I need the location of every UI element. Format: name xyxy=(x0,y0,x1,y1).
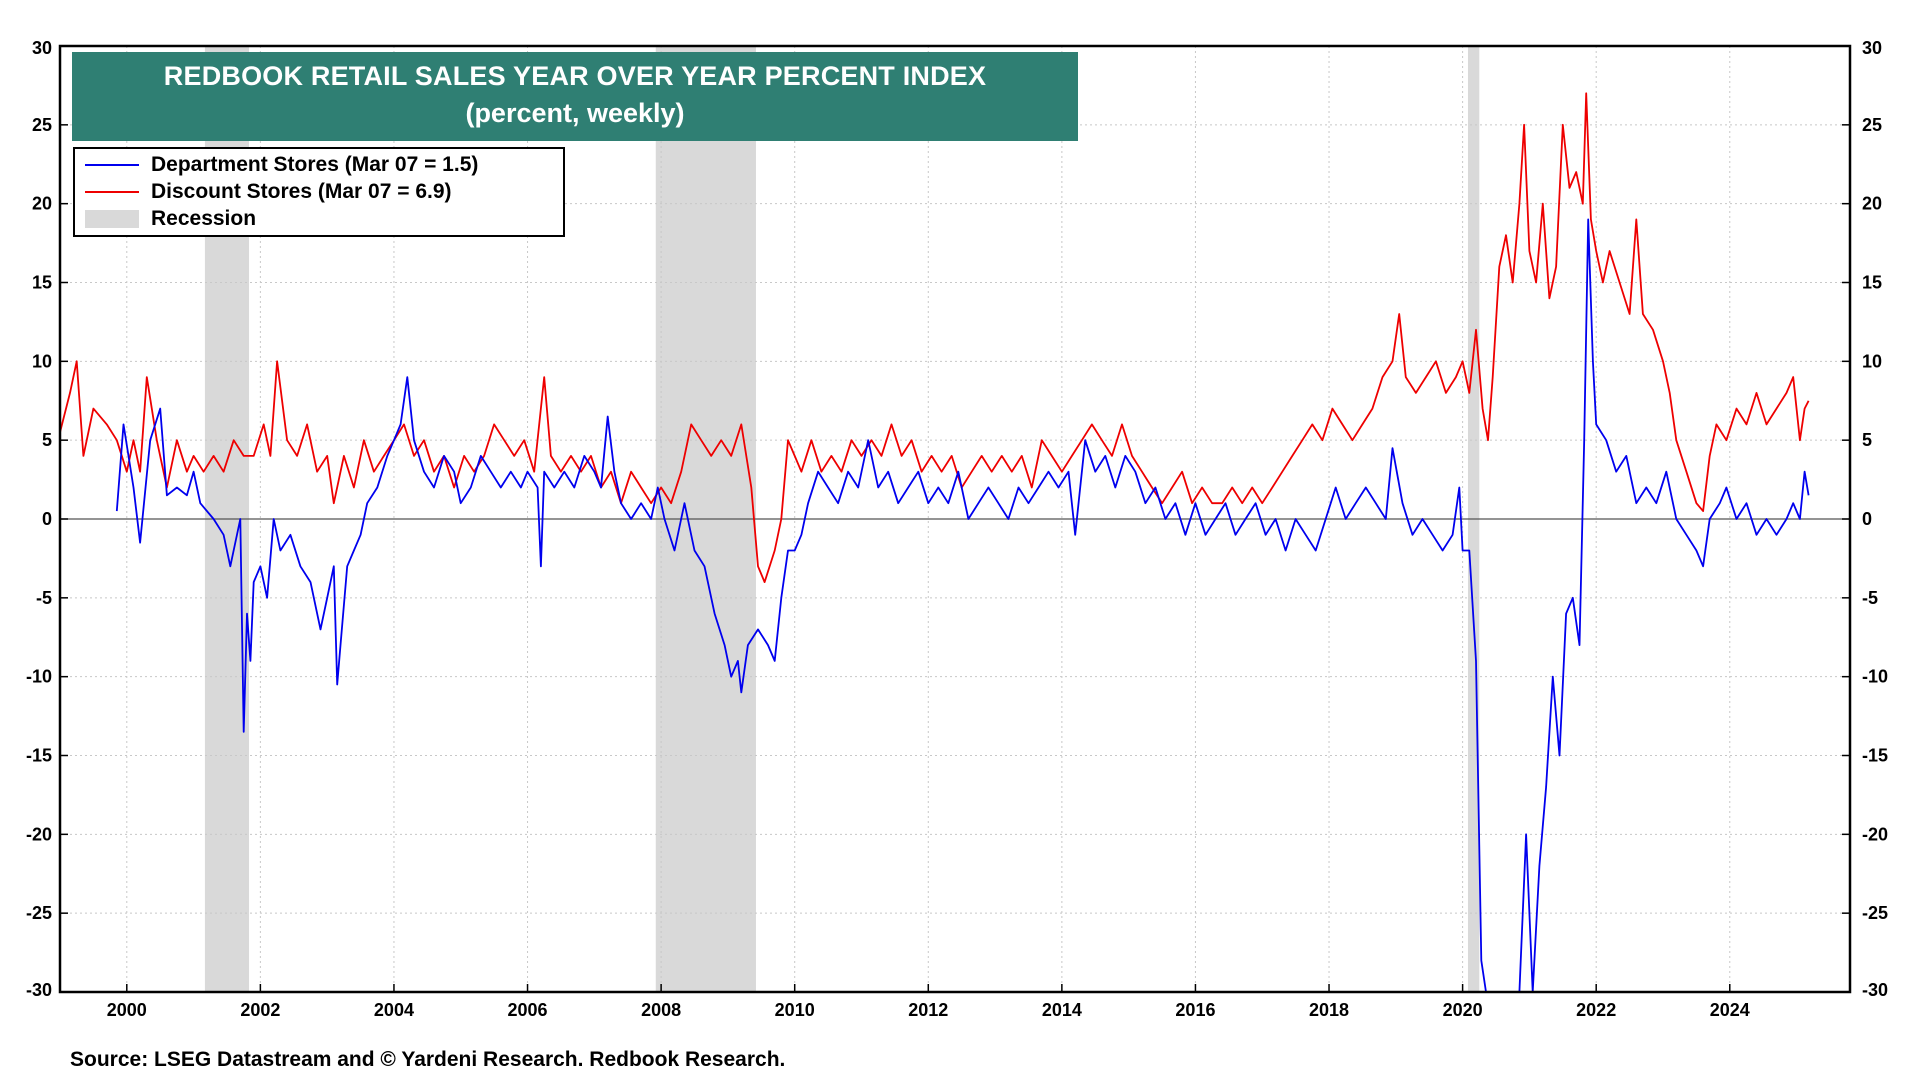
xtick-label-7: 2014 xyxy=(1042,1000,1082,1020)
xtick-label-8: 2016 xyxy=(1175,1000,1215,1020)
ytick-label-right-5: 5 xyxy=(1862,430,1872,450)
ytick-label-right-9: -15 xyxy=(1862,746,1888,766)
xtick-label-9: 2018 xyxy=(1309,1000,1349,1020)
series-line-0 xyxy=(115,218,1810,993)
legend-label-discount-stores: Discount Stores (Mar 07 = 6.9) xyxy=(151,180,452,203)
legend-item-department-stores: Department Stores (Mar 07 = 1.5) xyxy=(85,152,478,178)
series-lines xyxy=(59,92,1810,993)
ytick-label-right-11: -25 xyxy=(1862,903,1888,923)
ytick-label-right-7: -5 xyxy=(1862,588,1878,608)
legend-item-recession: Recession xyxy=(85,206,256,232)
xtick-label-6: 2012 xyxy=(908,1000,948,1020)
ytick-label-left-0: 30 xyxy=(32,38,52,58)
series-line-1 xyxy=(59,92,1810,583)
chart-title-box: REDBOOK RETAIL SALES YEAR OVER YEAR PERC… xyxy=(72,52,1078,141)
ytick-label-left-7: -5 xyxy=(36,588,52,608)
legend-item-discount-stores: Discount Stores (Mar 07 = 6.9) xyxy=(85,179,452,205)
xtick-label-12: 2024 xyxy=(1710,1000,1750,1020)
ytick-label-right-3: 15 xyxy=(1862,273,1882,293)
ytick-label-left-8: -10 xyxy=(26,667,52,687)
ytick-label-right-2: 20 xyxy=(1862,194,1882,214)
ytick-label-right-0: 30 xyxy=(1862,38,1882,58)
ytick-label-right-1: 25 xyxy=(1862,115,1882,135)
legend-label-department-stores: Department Stores (Mar 07 = 1.5) xyxy=(151,153,479,176)
ytick-label-left-6: 0 xyxy=(42,509,52,529)
xtick-label-2: 2004 xyxy=(374,1000,414,1020)
ytick-label-left-3: 15 xyxy=(32,273,52,293)
xtick-label-10: 2020 xyxy=(1443,1000,1483,1020)
chart-title: REDBOOK RETAIL SALES YEAR OVER YEAR PERC… xyxy=(163,61,987,91)
xtick-label-1: 2002 xyxy=(240,1000,280,1020)
ytick-label-right-8: -10 xyxy=(1862,667,1888,687)
legend-label-recession: Recession xyxy=(151,207,257,230)
xtick-label-3: 2006 xyxy=(508,1000,548,1020)
chart-subtitle: (percent, weekly) xyxy=(465,98,685,128)
axis-ticks xyxy=(60,45,1850,993)
legend-swatch-gray xyxy=(85,210,139,228)
ytick-label-right-12: -30 xyxy=(1862,980,1888,1000)
source-note: Source: LSEG Datastream and © Yardeni Re… xyxy=(70,1048,786,1071)
ytick-label-left-2: 20 xyxy=(32,194,52,214)
ytick-label-right-4: 10 xyxy=(1862,351,1882,371)
ytick-label-left-4: 10 xyxy=(32,351,52,371)
legend: Department Stores (Mar 07 = 1.5) Discoun… xyxy=(73,147,565,237)
xtick-label-4: 2008 xyxy=(641,1000,681,1020)
ytick-label-left-10: -20 xyxy=(26,824,52,844)
legend-swatch-red xyxy=(85,191,139,193)
xtick-label-5: 2010 xyxy=(775,1000,815,1020)
ytick-label-left-12: -30 xyxy=(26,980,52,1000)
ytick-label-left-11: -25 xyxy=(26,903,52,923)
ytick-label-left-9: -15 xyxy=(26,746,52,766)
ytick-label-left-1: 25 xyxy=(32,115,52,135)
ytick-label-right-6: 0 xyxy=(1862,509,1872,529)
ytick-label-right-10: -20 xyxy=(1862,824,1888,844)
ytick-label-left-5: 5 xyxy=(42,430,52,450)
legend-swatch-blue xyxy=(85,164,139,166)
xtick-label-11: 2022 xyxy=(1576,1000,1616,1020)
xtick-label-0: 2000 xyxy=(107,1000,147,1020)
